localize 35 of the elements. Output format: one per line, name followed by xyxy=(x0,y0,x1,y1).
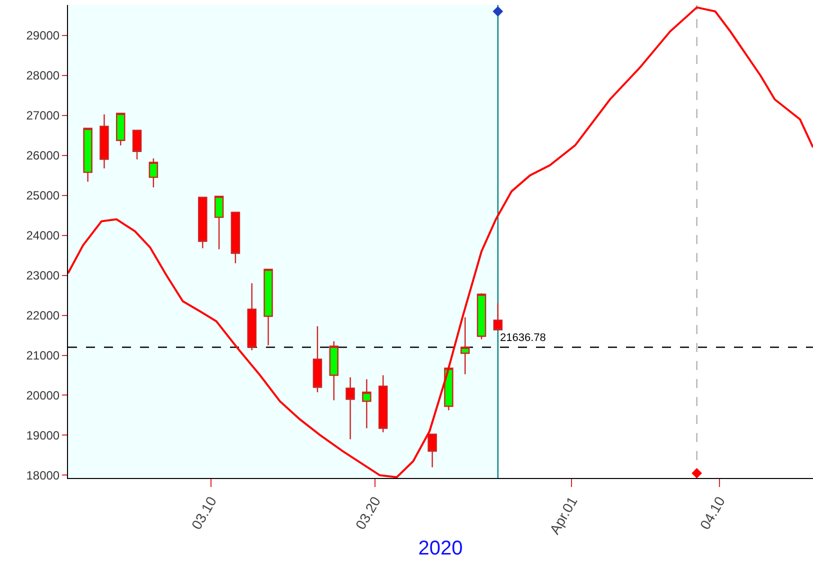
candlestick xyxy=(148,158,158,188)
candlestick xyxy=(132,130,142,160)
y-tick-label: 22000 xyxy=(26,308,60,322)
candlestick xyxy=(312,326,322,393)
y-tick-label: 18000 xyxy=(26,468,60,482)
y-tick-label: 28000 xyxy=(26,68,60,83)
annotation: 21636.78 xyxy=(500,332,546,344)
x-axis-title: 2020 xyxy=(418,537,463,560)
y-tick-label: 27000 xyxy=(26,108,60,123)
candlestick xyxy=(198,196,208,249)
candlestick xyxy=(493,302,503,330)
candlestick xyxy=(83,128,92,182)
candlestick xyxy=(329,340,338,401)
candlestick xyxy=(264,268,273,346)
candlestick xyxy=(444,368,454,411)
candlestick xyxy=(100,114,109,169)
candlestick xyxy=(428,434,437,468)
candlestick xyxy=(230,212,240,264)
y-tick-label: 19000 xyxy=(26,428,60,442)
candlestick xyxy=(116,112,126,146)
y-tick-label: 26000 xyxy=(26,148,60,163)
y-tick-label: 21000 xyxy=(26,348,60,362)
candlestick xyxy=(378,374,388,433)
candlestick xyxy=(346,376,355,440)
y-tick-label: 20000 xyxy=(26,388,60,402)
candlestick xyxy=(362,378,372,429)
y-tick-label: 23000 xyxy=(26,268,60,282)
y-tick-label: 29000 xyxy=(26,28,60,43)
candlestick xyxy=(476,292,486,340)
line-series xyxy=(68,6,813,478)
y-tick-label: 24000 xyxy=(26,228,60,242)
y-tick-label: 25000 xyxy=(26,188,60,203)
candlestick xyxy=(247,282,256,351)
candlestick xyxy=(214,196,224,250)
candlestick xyxy=(460,316,470,375)
